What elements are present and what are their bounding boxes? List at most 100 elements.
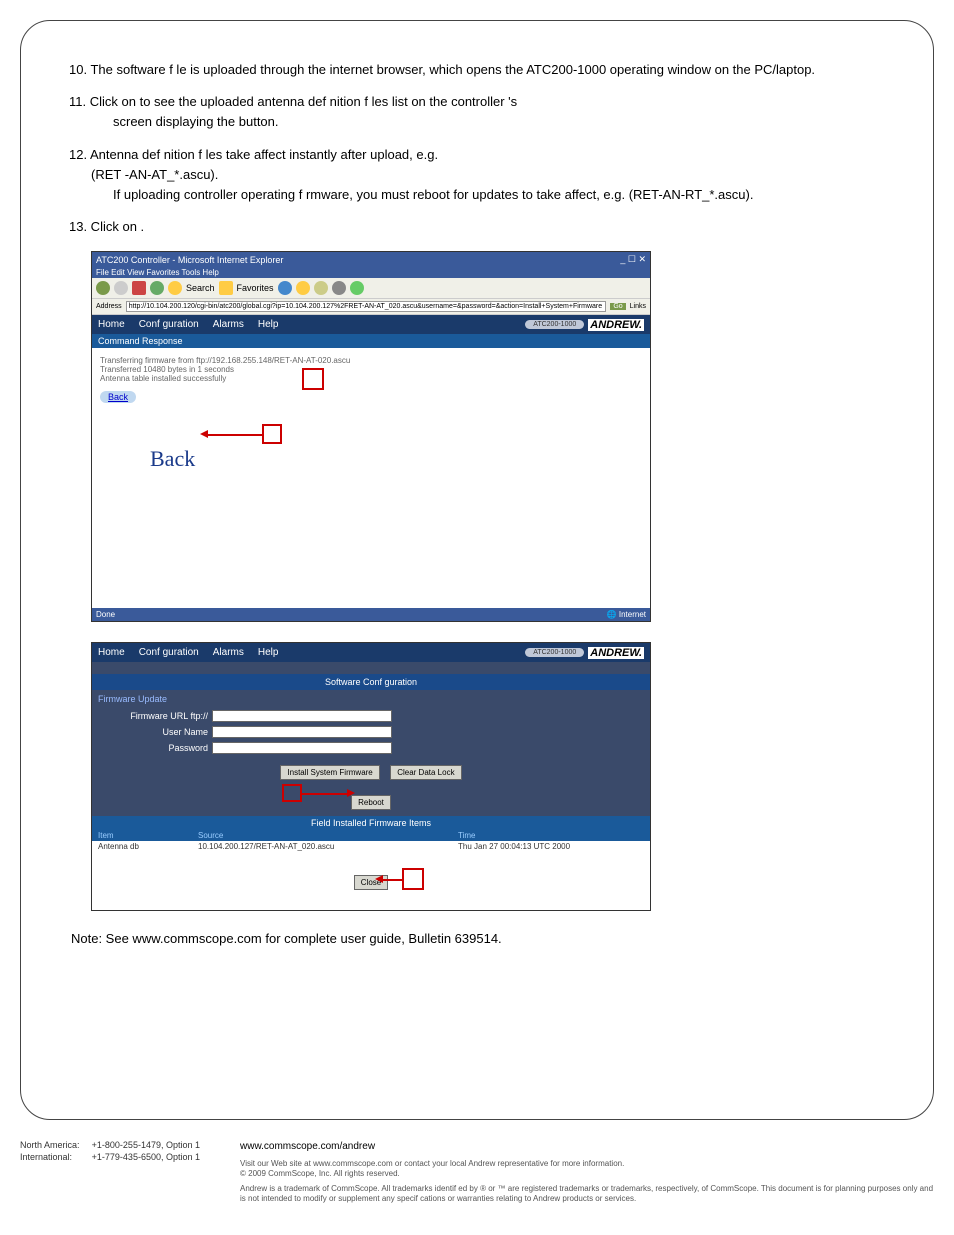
ie-menu[interactable]: File Edit View Favorites Tools Help [92,267,650,278]
nav2-home[interactable]: Home [98,647,125,658]
media-icon[interactable] [278,281,292,295]
nav2-help[interactable]: Help [258,647,279,658]
step11-text-a: 11. Click on [69,94,140,109]
mail-icon[interactable] [314,281,328,295]
na-label: North America: [20,1140,80,1150]
screenshot-1: ATC200 Controller - Microsoft Internet E… [91,251,651,622]
favorites-icon[interactable] [219,281,233,295]
callout-reboot-box [282,784,302,802]
ie-title: ATC200 Controller - Microsoft Internet E… [96,255,283,265]
footer-note: Note: See www.commscope.com for complete… [71,931,903,946]
page-frame: 10. The software f le is uploaded throug… [20,20,934,1120]
callout-box-top [302,368,324,390]
stop-icon[interactable] [132,281,146,295]
callout-close-arrow [375,875,383,883]
username-input[interactable] [212,726,392,738]
callout-reboot-line [302,793,347,795]
col-time: Time [452,830,650,841]
close-button[interactable]: Close [354,875,388,890]
firmware-url-label: Firmware URL ftp:// [98,711,208,721]
nav-config[interactable]: Conf guration [139,319,199,330]
table-columns: Item Source Time [92,830,650,841]
callout-close-line [382,879,402,881]
links-label[interactable]: Links [630,303,646,310]
firmware-url-input[interactable] [212,710,392,722]
favorites-label[interactable]: Favorites [237,283,274,293]
transfer-line1: Transferring firmware from ftp://192.168… [100,356,642,365]
nav2-alarms[interactable]: Alarms [213,647,244,658]
brand-area-2: ATC200-1000 ANDREW. [525,647,644,659]
username-label: User Name [98,727,208,737]
step-11: 11. Click on to see the uploaded antenna… [91,93,903,131]
step13-a: 13. Click on [69,219,141,234]
app-nav: Home Conf guration Alarms Help ATC200-10… [92,315,650,334]
form-row-user: User Name [92,724,650,740]
back-icon[interactable] [96,281,110,295]
contact-na: North America: +1-800-255-1479, Option 1 [20,1140,200,1150]
nav-home[interactable]: Home [98,319,125,330]
ie-address-bar: Address http://10.104.200.120/cgi-bin/at… [92,299,650,315]
intl-label: International: [20,1152,72,1162]
search-label[interactable]: Search [186,283,215,293]
contact-column: North America: +1-800-255-1479, Option 1… [20,1140,200,1205]
form-row-pass: Password [92,740,650,756]
password-label: Password [98,743,208,753]
window-controls[interactable]: _ ☐ ✕ [620,254,646,265]
callout-back-label: Back [150,446,195,472]
nav2-config[interactable]: Conf guration [139,647,199,658]
legal-column: www.commscope.com/andrew Visit our Web s… [240,1140,934,1205]
intl-phone: +1-779-435-6500, Option 1 [92,1152,200,1162]
screenshot-2: Home Conf guration Alarms Help ATC200-10… [91,642,651,911]
legal-3: Andrew is a trademark of CommScope. All … [240,1184,934,1205]
step12-b: (RET -AN-AT_*.ascu). [91,166,903,184]
callout-arrow [200,430,208,438]
brand-name: ANDREW. [588,319,644,331]
cell-source: 10.104.200.127/RET-AN-AT_020.ascu [192,841,452,852]
home-icon[interactable] [168,281,182,295]
step-13: 13. Click on . [91,218,903,236]
app-nav-2: Home Conf guration Alarms Help ATC200-10… [92,643,650,662]
print-icon[interactable] [332,281,346,295]
callout-line [207,434,262,436]
config-body: Software Conf guration Firmware Update F… [92,662,650,910]
step11-sub: screen displaying the button. [113,113,903,131]
ie-toolbar: Search Favorites [92,278,650,299]
nav-alarms[interactable]: Alarms [213,319,244,330]
form-row-url: Firmware URL ftp:// [92,708,650,724]
col-source: Source [192,830,452,841]
callout-close-box [402,868,424,890]
forward-icon[interactable] [114,281,128,295]
nav-help[interactable]: Help [258,319,279,330]
reboot-button[interactable]: Reboot [351,795,391,810]
col-item: Item [92,830,192,841]
firmware-update-label: Firmware Update [92,690,650,708]
step12-c: If uploading controller operating f rmwa… [113,186,903,204]
brand-area: ATC200-1000 ANDREW. [525,319,644,331]
config-header: Software Conf guration [92,674,650,690]
subheader: Command Response [92,334,650,348]
msn-icon[interactable] [350,281,364,295]
history-icon[interactable] [296,281,310,295]
ie-statusbar: Done 🌐 Internet [92,608,650,621]
password-input[interactable] [212,742,392,754]
button-row-1: Install System Firmware Clear Data Lock [92,756,650,786]
cell-time: Thu Jan 27 00:04:13 UTC 2000 [452,841,650,852]
button-row-2: Reboot [92,786,650,816]
go-button[interactable]: Go [610,303,625,310]
legal-1: Visit our Web site at www.commscope.com … [240,1159,934,1169]
install-firmware-button[interactable]: Install System Firmware [280,765,379,780]
footer-url: www.commscope.com/andrew [240,1140,934,1153]
status-done: Done [96,610,115,619]
step12-a: 12. Antenna def nition f les take affect… [69,147,438,162]
page-footer: North America: +1-800-255-1479, Option 1… [20,1140,934,1205]
na-phone: +1-800-255-1479, Option 1 [92,1140,200,1150]
brand-oval: ATC200-1000 [525,320,584,329]
refresh-icon[interactable] [150,281,164,295]
address-label: Address [96,303,122,310]
address-field[interactable]: http://10.104.200.120/cgi-bin/atc200/glo… [126,301,607,312]
callout-box-mid [262,424,282,444]
transfer-line3: Antenna table installed successfully [100,374,642,383]
step13-b: . [141,219,145,234]
back-link[interactable]: Back [100,391,136,403]
clear-data-lock-button[interactable]: Clear Data Lock [390,765,461,780]
